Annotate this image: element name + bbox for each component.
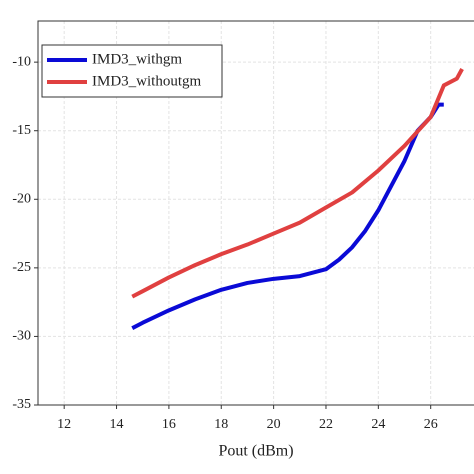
x-axis-label: Pout (dBm) [218,443,293,460]
x-tick-label: 14 [110,417,124,432]
line [131,68,464,299]
y-tick-label: -25 [12,260,31,275]
legend-label: IMD3_withgm [92,51,182,67]
x-tick-label: 18 [214,417,228,432]
x-tick-label: 24 [371,417,385,432]
x-tick-label: 26 [424,417,438,432]
y-tick-label: -30 [12,329,31,344]
line [131,102,444,330]
legend-label: IMD3_withoutgm [92,73,202,89]
y-tick-label: -10 [12,54,31,69]
y-tick-label: -20 [12,192,31,207]
plot-frame [37,20,474,406]
x-tick-label: 16 [162,417,176,432]
x-tick-label: 22 [319,417,333,432]
y-tick-label: -35 [12,397,31,412]
x-tick-label: 12 [57,417,71,432]
y-tick-label: -15 [12,123,31,138]
legend-box [41,44,223,98]
x-tick-label: 20 [267,417,281,432]
